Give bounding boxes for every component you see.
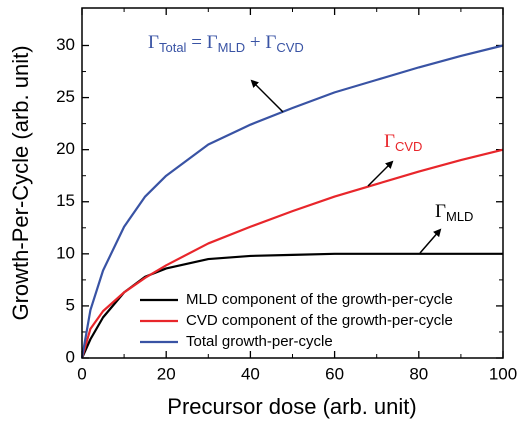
x-tick-label: 100: [489, 364, 517, 383]
annotation-text: Γ: [148, 32, 159, 53]
y-tick-label: 25: [56, 87, 75, 106]
x-axis-label: Precursor dose (arb. unit): [167, 394, 416, 419]
annotation: ΓMLD: [435, 201, 473, 224]
x-tick-label: 80: [409, 364, 428, 383]
x-tick-label: 60: [325, 364, 344, 383]
y-tick-label: 30: [56, 35, 75, 54]
y-tick-label: 10: [56, 243, 75, 262]
series-line: [80, 44, 504, 359]
y-tick-label: 15: [56, 191, 75, 210]
x-tick-label: 0: [77, 364, 86, 383]
annotation-subscript: CVD: [395, 139, 422, 154]
annotation-subscript: Total: [159, 40, 187, 55]
plot-frame: [81, 7, 504, 359]
annotation-text: Γ: [435, 201, 446, 222]
y-axis-label: Growth-Per-Cycle (arb. unit): [8, 45, 33, 320]
annotation-arrow: [419, 228, 442, 254]
annotation-subscript: MLD: [218, 40, 245, 55]
y-tick-label: 20: [56, 139, 75, 158]
legend-label: Total growth-per-cycle: [186, 333, 333, 350]
x-tick-label: 20: [157, 364, 176, 383]
annotation-text: + Γ: [245, 32, 276, 53]
legend-label: CVD component of the growth-per-cycle: [186, 312, 453, 329]
series-line: [80, 148, 504, 359]
annotation-text: = Γ: [186, 32, 217, 53]
annotation-subscript: MLD: [446, 209, 473, 224]
annotation: ΓTotal = ΓMLD + ΓCVD: [148, 32, 304, 55]
annotation-subscript: CVD: [276, 40, 303, 55]
annotation-text: Γ: [384, 131, 395, 152]
annotation-arrow: [250, 79, 284, 113]
x-tick-label: 40: [241, 364, 260, 383]
y-tick-label: 0: [66, 347, 75, 366]
annotation: ΓCVD: [384, 131, 422, 154]
y-tick-label: 5: [66, 295, 75, 314]
annotation-arrow: [367, 160, 394, 187]
legend-label: MLD component of the growth-per-cycle: [186, 291, 453, 308]
series-line: [80, 252, 503, 359]
